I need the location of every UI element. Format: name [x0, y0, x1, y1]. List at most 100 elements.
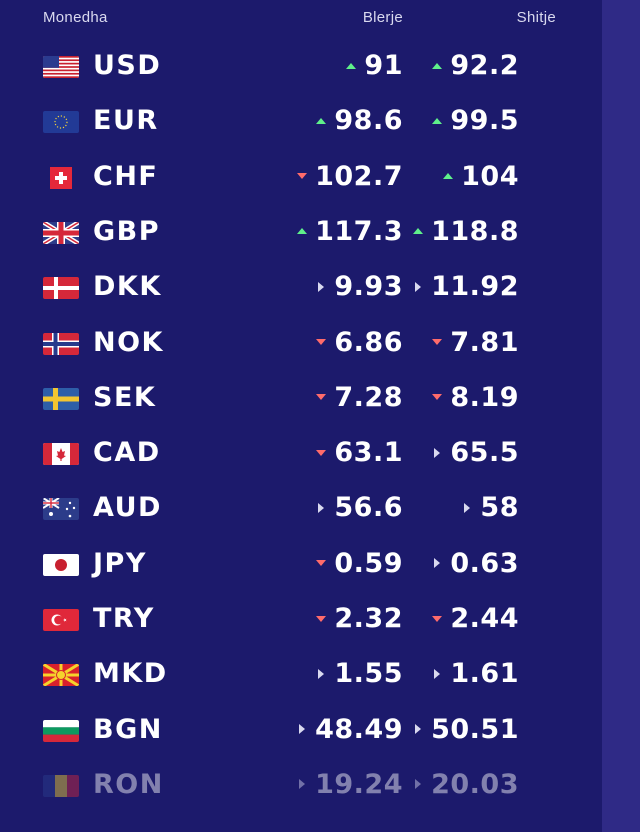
- table-row[interactable]: CHF 102.7 104: [0, 151, 602, 206]
- table-row[interactable]: MKD 1.55 1.61: [0, 648, 602, 703]
- currency-code: BGN: [93, 713, 163, 745]
- buy-rate: 0.59: [316, 548, 403, 579]
- sell-rate-value: 50.51: [431, 713, 519, 745]
- sell-rate: 7.81: [432, 327, 519, 358]
- header-sell: Shitje: [516, 9, 556, 26]
- buy-rate-value: 1.55: [334, 658, 403, 690]
- arrow-down-icon: [432, 614, 443, 624]
- table-row[interactable]: RON 19.24 20.03: [0, 759, 602, 814]
- buy-rate-value: 102.7: [315, 160, 403, 192]
- arrow-down-icon: [316, 614, 327, 624]
- sell-rate: 99.5: [432, 105, 519, 136]
- arrow-down-icon: [316, 337, 327, 347]
- table-row[interactable]: JPY 0.59 0.63: [0, 538, 602, 593]
- buy-rate: 2.32: [316, 603, 403, 634]
- currency-code: USD: [93, 50, 162, 81]
- currency-code: RON: [93, 768, 164, 800]
- table-row[interactable]: CAD 63.1 65.5: [0, 427, 602, 482]
- sell-rate: 104: [443, 161, 519, 192]
- buy-rate: 9.93: [316, 271, 403, 302]
- au-flag-icon: [43, 498, 79, 521]
- table-header: Monedha Blerje Shitje: [0, 0, 602, 36]
- ca-flag-icon: [43, 443, 79, 466]
- arrow-down-icon: [316, 392, 327, 402]
- currency-code: JPY: [93, 547, 147, 579]
- sell-rate: 1.61: [432, 658, 519, 689]
- sell-rate: 92.2: [432, 50, 519, 81]
- buy-rate-value: 91: [364, 50, 403, 81]
- arrow-down-icon: [316, 558, 327, 568]
- arrow-up-icon: [432, 61, 443, 71]
- buy-rate-value: 9.93: [334, 271, 403, 303]
- arrow-up-icon: [432, 116, 443, 126]
- buy-rate: 48.49: [297, 714, 403, 745]
- sell-rate-value: 65.5: [450, 437, 519, 469]
- tr-flag-icon: [43, 609, 79, 631]
- sell-rate-value: 58: [480, 492, 519, 524]
- dk-flag-icon: [43, 277, 79, 300]
- buy-rate-value: 63.1: [334, 437, 403, 469]
- jp-flag-icon: [43, 553, 79, 576]
- arrow-right-icon: [297, 779, 307, 790]
- arrow-right-icon: [432, 447, 442, 458]
- header-buy: Blerje: [362, 9, 403, 26]
- sell-rate-value: 8.19: [450, 381, 519, 413]
- sell-rate-value: 0.63: [450, 547, 519, 579]
- arrow-down-icon: [316, 448, 327, 458]
- buy-rate-value: 56.6: [334, 492, 403, 524]
- buy-rate-value: 117.3: [315, 215, 403, 247]
- buy-rate-value: 48.49: [315, 713, 403, 745]
- buy-rate-value: 7.28: [334, 381, 403, 413]
- mk-flag-icon: [43, 664, 79, 687]
- arrow-up-icon: [346, 61, 357, 71]
- right-panel-strip: [602, 0, 640, 832]
- arrow-up-icon: [316, 116, 327, 126]
- eu-flag-icon: [43, 111, 79, 134]
- currency-code: EUR: [93, 105, 159, 137]
- table-row[interactable]: GBP 117.3 118.8: [0, 206, 602, 261]
- sell-rate: 11.92: [413, 271, 519, 302]
- currency-code: SEK: [93, 381, 157, 413]
- currency-code: NOK: [93, 326, 164, 358]
- table-row[interactable]: SEK 7.28 8.19: [0, 372, 602, 427]
- arrow-right-icon: [432, 558, 442, 569]
- no-flag-icon: [43, 332, 79, 355]
- table-row[interactable]: USD 91 92.2: [0, 40, 602, 95]
- sell-rate: 65.5: [432, 437, 519, 468]
- arrow-right-icon: [316, 502, 326, 513]
- arrow-right-icon: [462, 502, 472, 513]
- buy-rate-value: 0.59: [334, 547, 403, 579]
- buy-rate-value: 6.86: [334, 326, 403, 358]
- sell-rate-value: 20.03: [431, 768, 519, 800]
- buy-rate: 7.28: [316, 382, 403, 413]
- arrow-up-icon: [443, 171, 454, 181]
- currency-code: MKD: [93, 658, 168, 690]
- arrow-down-icon: [297, 171, 308, 181]
- buy-rate: 98.6: [316, 105, 403, 136]
- ch-flag-icon: [43, 166, 79, 189]
- currency-code: AUD: [93, 492, 162, 524]
- sell-rate: 0.63: [432, 548, 519, 579]
- header-currency: Monedha: [43, 9, 108, 26]
- table-row[interactable]: NOK 6.86 7.81: [0, 317, 602, 372]
- currency-code: GBP: [93, 215, 161, 247]
- arrow-up-icon: [297, 226, 308, 236]
- arrow-right-icon: [413, 281, 423, 292]
- buy-rate: 56.6: [316, 492, 403, 523]
- table-row[interactable]: TRY 2.32 2.44: [0, 593, 602, 648]
- bg-flag-icon: [43, 719, 79, 742]
- table-row[interactable]: BGN 48.49 50.51: [0, 704, 602, 759]
- gb-flag-icon: [43, 221, 79, 244]
- sell-rate: 118.8: [413, 216, 519, 247]
- arrow-right-icon: [432, 668, 442, 679]
- se-flag-icon: [43, 387, 79, 410]
- arrow-right-icon: [413, 779, 423, 790]
- table-row[interactable]: DKK 9.93 11.92: [0, 261, 602, 316]
- arrow-down-icon: [432, 337, 443, 347]
- currency-code: CHF: [93, 160, 159, 192]
- arrow-up-icon: [413, 226, 424, 236]
- buy-rate: 6.86: [316, 327, 403, 358]
- table-row[interactable]: AUD 56.6 58: [0, 482, 602, 537]
- exchange-rate-table: Monedha Blerje Shitje USD 91 92.2 EUR 98.6 99…: [0, 0, 602, 814]
- table-row[interactable]: EUR 98.6 99.5: [0, 95, 602, 150]
